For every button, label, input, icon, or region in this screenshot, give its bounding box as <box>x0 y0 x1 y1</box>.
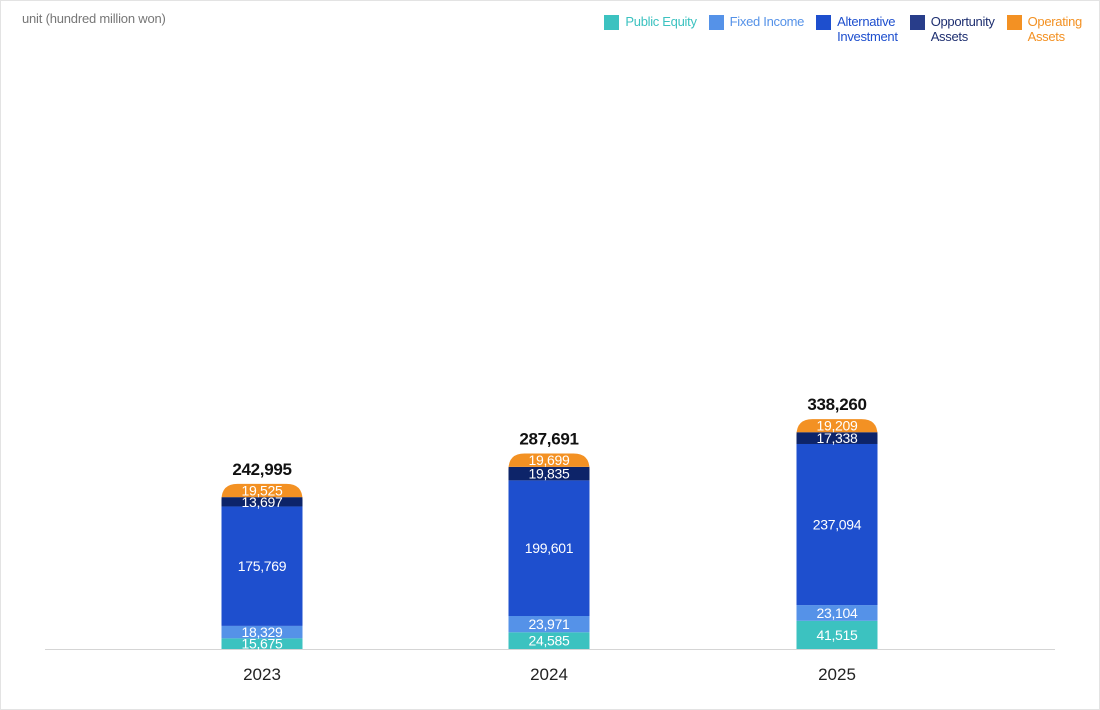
bar-segment <box>796 443 878 606</box>
bar-segment <box>221 483 303 500</box>
legend-item: Opportunity Assets <box>909 14 995 44</box>
unit-label: unit (hundred million won) <box>22 11 166 26</box>
bar-segment <box>508 453 590 470</box>
bar-value-label: 24,585 <box>528 633 570 649</box>
legend-item: Operating Assets <box>1006 14 1083 44</box>
bar-value-label: 19,525 <box>241 483 283 499</box>
bar-segment <box>508 466 590 481</box>
legend-swatch <box>1006 15 1022 30</box>
legend-item: Public Equity <box>604 14 697 44</box>
x-tick-label: 2023 <box>243 665 281 684</box>
bar-segment <box>221 506 303 626</box>
bar-segment <box>796 432 878 444</box>
bar-segment <box>221 625 303 639</box>
legend-swatch <box>708 15 724 30</box>
bar-value-label: 175,769 <box>238 558 287 574</box>
bar-total-label: 338,260 <box>807 395 866 414</box>
bar-segment <box>796 620 878 649</box>
legend-label: Operating Assets <box>1027 14 1083 44</box>
legend-label: Alternative Investment <box>837 14 898 44</box>
bar-value-label: 19,835 <box>528 466 570 482</box>
legend-label: Opportunity Assets <box>930 14 995 44</box>
bar-segment <box>221 497 303 507</box>
x-tick-label: 2025 <box>818 665 856 684</box>
bar-value-label: 41,515 <box>816 627 858 643</box>
bar-value-label: 237,094 <box>813 517 862 533</box>
bar-segment <box>508 616 590 633</box>
bar-value-label: 13,697 <box>241 494 283 510</box>
bar-value-label: 23,104 <box>816 605 858 621</box>
legend-item: Alternative Investment <box>816 14 898 44</box>
legend-swatch <box>909 15 925 30</box>
chart-legend: Public Equity Fixed Income Alternative Inv… <box>592 14 1082 44</box>
bar-value-label: 15,675 <box>241 636 283 652</box>
bar-segment <box>796 419 878 436</box>
bar-value-label: 199,601 <box>525 540 574 556</box>
bar-segment <box>508 632 590 649</box>
legend-swatch <box>816 15 832 30</box>
bar-total-label: 287,691 <box>519 430 578 449</box>
x-tick-label: 2024 <box>530 665 568 684</box>
legend-label: Public Equity <box>625 14 697 29</box>
bar-segment <box>221 638 303 649</box>
bar-value-label: 19,699 <box>528 452 570 468</box>
bar-value-label: 17,338 <box>816 430 858 446</box>
legend-swatch <box>604 15 620 30</box>
bar-value-label: 18,329 <box>241 624 283 640</box>
bar-total-label: 242,995 <box>232 460 291 479</box>
legend-item: Fixed Income <box>708 14 805 44</box>
bar-value-label: 19,209 <box>816 418 858 434</box>
bar-segment <box>796 605 878 621</box>
bar-value-label: 23,971 <box>528 616 570 632</box>
legend-label: Fixed Income <box>729 14 805 29</box>
bar-segment <box>508 480 590 617</box>
